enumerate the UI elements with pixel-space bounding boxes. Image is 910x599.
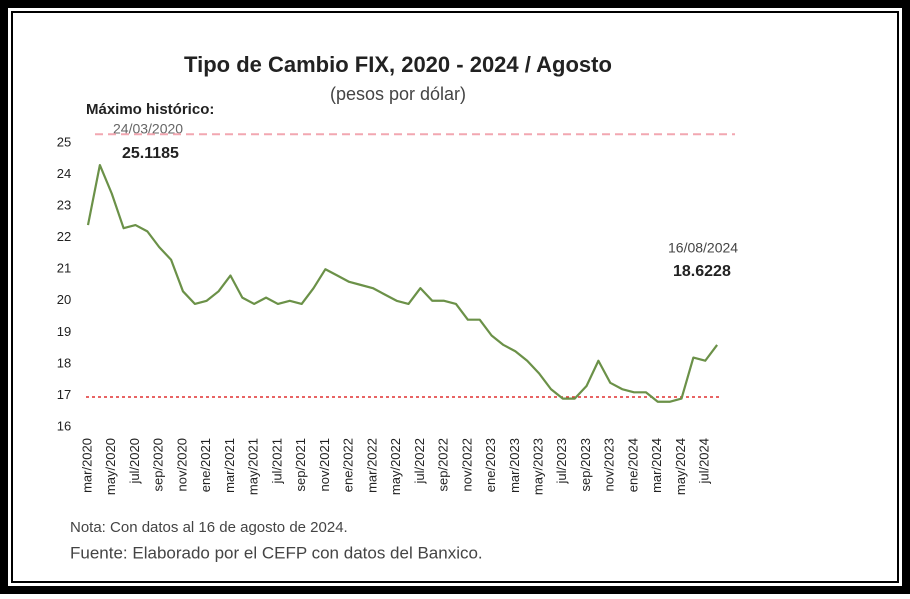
y-tick-label: 18 — [57, 355, 71, 370]
frame-line — [11, 11, 899, 583]
x-tick-label: sep/2020 — [151, 438, 166, 492]
x-tick-label: may/2023 — [530, 438, 545, 495]
series-line — [86, 163, 718, 403]
x-tick-label: jul/2023 — [554, 438, 569, 485]
x-tick-label: mar/2020 — [79, 438, 94, 493]
chart-subtitle: (pesos por dólar) — [330, 84, 466, 104]
annotation-label: Máximo histórico: — [86, 101, 214, 118]
x-tick-label: nov/2020 — [174, 438, 189, 492]
x-tick-label: nov/2023 — [602, 438, 617, 492]
note: Fuente: Elaborado por el CEFP con datos … — [70, 543, 483, 562]
annotation-date: 24/03/2020 — [113, 121, 183, 137]
x-tick-label: ene/2022 — [341, 438, 356, 492]
y-tick-label: 17 — [57, 387, 71, 402]
chart-title: Tipo de Cambio FIX, 2020 - 2024 / Agosto — [184, 52, 612, 77]
x-tick-label: sep/2022 — [436, 438, 451, 492]
x-tick-label: nov/2022 — [459, 438, 474, 492]
x-tick-label: nov/2021 — [317, 438, 332, 492]
x-tick-label: jul/2024 — [697, 438, 712, 485]
x-tick-label: ene/2023 — [483, 438, 498, 492]
y-tick-label: 25 — [57, 134, 71, 149]
y-tick-label: 21 — [57, 261, 71, 276]
x-tick-label: ene/2021 — [198, 438, 213, 492]
y-tick-label: 20 — [57, 292, 71, 307]
x-tick-label: mar/2023 — [507, 438, 522, 493]
x-tick-label: may/2024 — [673, 438, 688, 495]
y-tick-label: 23 — [57, 198, 71, 213]
note: Nota: Con datos al 16 de agosto de 2024. — [70, 519, 348, 536]
x-tick-label: mar/2024 — [649, 438, 664, 493]
x-tick-label: jul/2020 — [127, 438, 142, 485]
annotation-value: 18.6228 — [673, 263, 731, 280]
y-tick-label: 24 — [57, 166, 71, 181]
x-tick-label: may/2021 — [246, 438, 261, 495]
y-tick-label: 16 — [57, 418, 71, 433]
x-tick-label: mar/2022 — [364, 438, 379, 493]
annotation-date: 16/08/2024 — [668, 240, 738, 256]
y-tick-label: 22 — [57, 229, 71, 244]
x-tick-label: mar/2021 — [222, 438, 237, 493]
x-tick-label: jul/2021 — [269, 438, 284, 485]
x-tick-label: ene/2024 — [625, 438, 640, 492]
annotation-value: 25.1185 — [122, 145, 179, 162]
y-tick-label: 19 — [57, 324, 71, 339]
frame-inner — [8, 8, 902, 586]
x-tick-label: may/2022 — [388, 438, 403, 495]
x-tick-label: sep/2023 — [578, 438, 593, 492]
x-tick-label: jul/2022 — [412, 438, 427, 485]
x-tick-label: sep/2021 — [293, 438, 308, 492]
x-tick-label: may/2020 — [103, 438, 118, 495]
